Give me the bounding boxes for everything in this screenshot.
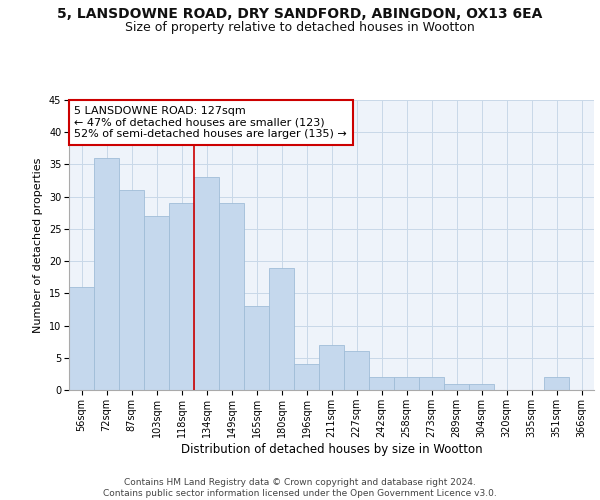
Bar	[344, 352, 369, 390]
Bar	[269, 268, 294, 390]
Bar	[169, 203, 194, 390]
Text: 5 LANSDOWNE ROAD: 127sqm
← 47% of detached houses are smaller (123)
52% of semi-: 5 LANSDOWNE ROAD: 127sqm ← 47% of detach…	[74, 106, 347, 139]
Bar	[244, 306, 269, 390]
X-axis label: Distribution of detached houses by size in Wootton: Distribution of detached houses by size …	[181, 442, 482, 456]
Y-axis label: Number of detached properties: Number of detached properties	[34, 158, 43, 332]
Bar	[194, 178, 219, 390]
Bar	[219, 203, 244, 390]
Bar	[119, 190, 144, 390]
Text: Size of property relative to detached houses in Wootton: Size of property relative to detached ho…	[125, 21, 475, 34]
Bar	[419, 377, 444, 390]
Bar	[144, 216, 169, 390]
Bar	[544, 377, 569, 390]
Bar	[444, 384, 469, 390]
Bar	[394, 377, 419, 390]
Bar	[294, 364, 319, 390]
Bar	[69, 287, 94, 390]
Bar	[469, 384, 494, 390]
Text: Contains HM Land Registry data © Crown copyright and database right 2024.
Contai: Contains HM Land Registry data © Crown c…	[103, 478, 497, 498]
Bar	[319, 345, 344, 390]
Bar	[94, 158, 119, 390]
Bar	[369, 377, 394, 390]
Text: 5, LANSDOWNE ROAD, DRY SANDFORD, ABINGDON, OX13 6EA: 5, LANSDOWNE ROAD, DRY SANDFORD, ABINGDO…	[58, 8, 542, 22]
